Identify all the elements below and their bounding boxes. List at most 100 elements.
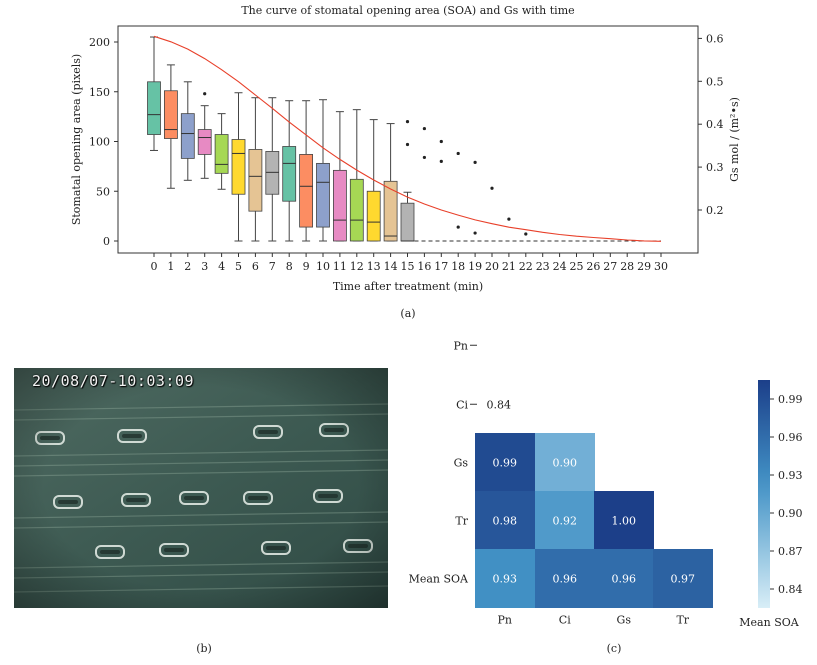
heatmap-cell-value: 0.90 <box>553 456 578 469</box>
heatmap-cell <box>594 491 654 550</box>
heatmap-cell-value: 0.93 <box>493 572 518 585</box>
y-tick-label: 0 <box>103 235 110 248</box>
heatmap-cell <box>475 549 535 608</box>
heatmap-cell <box>535 433 595 492</box>
heatmap-cell-text: 0.84 <box>487 398 512 411</box>
box-t7 <box>265 97 280 242</box>
box-t6 <box>248 97 263 242</box>
colorbar-tick-label: 0.93 <box>778 469 803 482</box>
x-tick-label: 6 <box>252 260 259 273</box>
x-tick-label: 28 <box>620 260 634 273</box>
outlier-point <box>507 217 511 221</box>
x-tick-label: 25 <box>570 260 584 273</box>
box-body <box>147 81 161 135</box>
y2-axis-label: Gs mol / (m²•s) <box>728 97 741 182</box>
box-t2 <box>180 81 195 181</box>
x-tick-label: 9 <box>303 260 310 273</box>
x-tick-label: 4 <box>218 260 225 273</box>
outlier-point <box>405 142 410 147</box>
photo-timestamp: 20/08/07-10:03:09 <box>32 372 195 390</box>
heatmap-cell-value: 0.97 <box>671 572 696 585</box>
box-t10 <box>316 99 330 242</box>
panel-label-b: (b) <box>196 642 212 655</box>
y2-tick-label: 0.2 <box>706 204 724 217</box>
x-tick-label: 5 <box>235 260 242 273</box>
heatmap-col-label: Pn <box>498 614 513 627</box>
outlier-point <box>405 120 410 124</box>
chart-title: The curve of stomatal opening area (SOA)… <box>241 4 574 17</box>
y2-tick-label: 0.5 <box>706 75 724 88</box>
box-t1 <box>163 64 178 189</box>
box-t13 <box>366 119 381 242</box>
x-tick-label: 27 <box>603 260 617 273</box>
box-body <box>400 202 415 242</box>
gs-curve <box>153 35 662 242</box>
colorbar-label: Mean SOA <box>739 616 799 629</box>
heatmap-col-label: Tr <box>676 614 689 627</box>
x-tick-label: 23 <box>536 260 550 273</box>
x-tick-label: 21 <box>502 260 516 273</box>
outlier-point <box>473 231 477 235</box>
heatmap-panel: Pn Ci Gs Tr Mean SOA Pn Ci Gs Tr 0.84 0.99 0.90 0.98… <box>409 339 803 629</box>
x-tick-label: 20 <box>485 260 499 273</box>
y-axis-label: Stomatal opening area (pixels) <box>70 54 83 225</box>
box-body <box>299 154 314 228</box>
y-tick-label: 200 <box>89 36 110 49</box>
box-t14 <box>383 123 398 242</box>
outlier-point <box>456 151 460 156</box>
heatmap-cell <box>475 433 535 492</box>
outlier-point <box>422 155 426 160</box>
x-tick-label: 22 <box>519 260 533 273</box>
x-tick-label: 13 <box>367 260 381 273</box>
x-tick-label: 26 <box>586 260 600 273</box>
box-body <box>383 180 398 242</box>
outlier-point <box>203 92 207 96</box>
outlier-point <box>524 232 528 236</box>
outlier-point <box>439 159 443 163</box>
y2-tick-label: 0.3 <box>706 161 724 174</box>
x-tick-label: 8 <box>286 260 293 273</box>
heatmap-row-label: Mean SOA <box>409 572 469 585</box>
colorbar-tick-label: 0.96 <box>778 431 803 444</box>
heatmap-cell <box>535 491 595 550</box>
box-body <box>163 90 178 139</box>
stomata-image <box>14 368 388 608</box>
x-tick-label: 3 <box>201 260 208 273</box>
heatmap-cell <box>475 491 535 550</box>
y-tick-label: 150 <box>89 86 110 99</box>
box-body <box>231 139 246 195</box>
box-t4 <box>214 113 229 190</box>
x-axis-label: Time after treatment (min) <box>333 280 483 293</box>
box-body <box>197 129 212 155</box>
box-body <box>282 146 297 202</box>
box-body <box>349 178 364 242</box>
x-tick-label: 29 <box>637 260 651 273</box>
x-tick-label: 24 <box>553 260 567 273</box>
box-t3 <box>197 105 212 179</box>
x-tick-label: 1 <box>167 260 174 273</box>
colorbar-tick-label: 0.90 <box>778 507 803 520</box>
box-t8 <box>282 100 297 242</box>
heatmap-cell-value: 0.99 <box>493 456 518 469</box>
x-tick-label: 16 <box>417 260 431 273</box>
box-body <box>214 134 229 174</box>
y-tick-label: 50 <box>96 185 110 198</box>
colorbar <box>758 380 770 608</box>
heatmap-row-label: Tr <box>455 514 468 527</box>
box-body <box>332 169 347 242</box>
box-body <box>316 162 330 228</box>
x-tick-label: 30 <box>654 260 668 273</box>
x-tick-label: 7 <box>269 260 276 273</box>
box-body <box>180 113 195 159</box>
x-tick-label: 14 <box>384 260 398 273</box>
heatmap-cell-value: 0.96 <box>553 572 578 585</box>
x-tick-label: 10 <box>316 260 330 273</box>
x-tick-label: 15 <box>401 260 415 273</box>
heatmap-row-label: Gs <box>454 456 469 469</box>
heatmap-col-label: Ci <box>559 614 571 627</box>
heatmap-cell-value: 0.96 <box>612 572 637 585</box>
heatmap-cell-value: 1.00 <box>612 514 637 527</box>
box-t0 <box>147 36 161 151</box>
